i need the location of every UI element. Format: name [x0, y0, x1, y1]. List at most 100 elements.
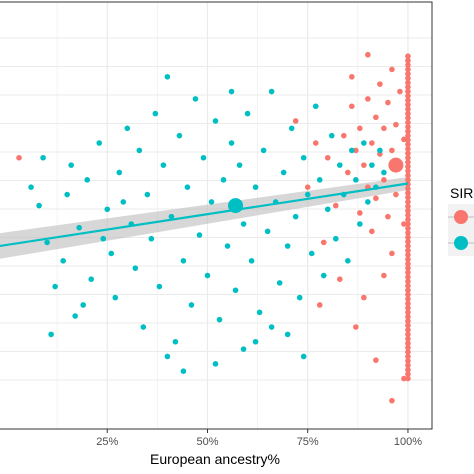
point-series-b — [240, 346, 247, 352]
point-series-a — [397, 88, 403, 95]
point-series-b — [236, 162, 243, 168]
point-series-b — [244, 110, 251, 117]
point-series-a — [405, 238, 411, 245]
point-series-b — [164, 74, 171, 80]
point-series-a — [405, 287, 411, 294]
point-series-b — [48, 331, 54, 338]
point-series-a — [405, 128, 411, 135]
point-series-b — [332, 235, 339, 242]
point-series-b — [308, 250, 315, 257]
x-tick-label: 75% — [297, 436, 319, 448]
point-series-a — [405, 274, 411, 280]
point-series-a — [377, 81, 383, 87]
point-series-b — [336, 162, 343, 168]
point-series-b — [228, 88, 235, 95]
point-series-a — [405, 269, 411, 276]
point-series-b — [377, 147, 383, 154]
point-series-b — [252, 338, 259, 345]
point-series-b — [200, 154, 207, 161]
point-series-b — [160, 162, 167, 168]
point-series-b — [284, 243, 291, 249]
point-series-b — [292, 213, 299, 220]
point-series-a — [361, 162, 367, 168]
point-series-a — [393, 121, 399, 128]
point-series-b — [296, 294, 303, 301]
point-series-b — [357, 221, 363, 227]
point-series-a — [405, 84, 411, 90]
point-series-b — [60, 258, 66, 264]
point-series-b — [140, 324, 147, 330]
legend: SIR — [448, 185, 474, 256]
point-series-a — [405, 358, 411, 364]
point-series-b — [148, 235, 155, 242]
point-series-b — [212, 118, 219, 124]
point-series-a — [405, 124, 411, 130]
legend-key-a — [454, 210, 468, 224]
point-series-a — [385, 213, 391, 220]
fit-line — [0, 182, 409, 248]
point-series-b — [256, 309, 263, 316]
point-series-a — [405, 340, 411, 347]
point-series-b — [120, 199, 127, 205]
point-series-b — [88, 276, 95, 283]
x-tick-label: 100% — [394, 436, 422, 448]
panel-border — [0, 1, 433, 430]
point-series-a — [405, 243, 411, 249]
point-series-b — [304, 191, 311, 198]
point-series-a — [405, 97, 411, 104]
point-series-a — [345, 169, 351, 176]
point-series-b — [252, 184, 259, 190]
point-series-a — [405, 177, 411, 183]
point-series-b — [28, 184, 34, 190]
point-series-a — [405, 371, 411, 377]
point-series-b — [116, 169, 123, 176]
point-series-a — [405, 278, 411, 285]
point-series-b — [365, 199, 371, 205]
point-series-a — [405, 318, 411, 324]
point-series-b — [136, 147, 143, 154]
point-series-a — [373, 195, 379, 202]
point-series-a — [389, 250, 395, 257]
point-series-a — [349, 74, 355, 80]
point-series-a — [405, 146, 411, 152]
point-series-a — [405, 194, 411, 201]
point-series-b — [100, 235, 107, 242]
point-series-a — [405, 101, 411, 108]
point-series-b — [280, 169, 287, 176]
point-series-b — [104, 206, 111, 213]
point-series-a — [405, 66, 411, 73]
point-series-b — [216, 316, 223, 323]
point-series-a — [405, 207, 411, 214]
point-series-b — [180, 258, 187, 264]
point-series-a — [381, 272, 387, 279]
point-series-a — [405, 247, 411, 254]
point-series-b — [44, 239, 50, 246]
point-series-b — [36, 202, 42, 209]
point-series-b — [260, 147, 267, 154]
point-series-a — [393, 191, 399, 198]
point-series-b — [176, 132, 183, 139]
point-series-b — [328, 132, 335, 139]
point-series-a — [405, 212, 411, 218]
point-series-b — [224, 243, 231, 249]
point-series-a — [405, 362, 411, 369]
point-series-a — [292, 118, 299, 124]
point-series-a — [405, 137, 411, 143]
point-series-a — [401, 221, 407, 227]
point-series-a — [405, 79, 411, 86]
point-series-a — [405, 260, 411, 267]
point-series-b — [180, 368, 187, 375]
point-series-a — [405, 132, 411, 139]
point-series-a — [365, 96, 371, 102]
point-series-b — [320, 272, 327, 279]
point-series-a — [405, 57, 411, 64]
point-series-a — [405, 141, 411, 148]
point-series-b — [72, 313, 78, 319]
point-series-b — [164, 353, 171, 360]
point-series-a — [405, 366, 411, 373]
point-series-b — [192, 96, 199, 102]
point-series-b — [124, 125, 131, 132]
point-series-a — [405, 375, 411, 382]
x-tick-label: 25% — [96, 436, 118, 448]
